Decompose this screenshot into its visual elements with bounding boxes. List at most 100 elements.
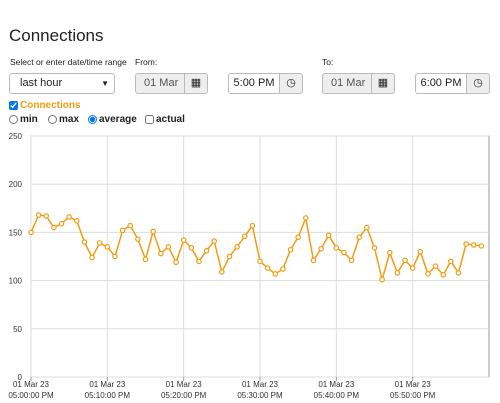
data-point: [35, 212, 42, 218]
mode-option[interactable]: actual: [145, 114, 185, 125]
mode-input[interactable]: [145, 115, 154, 124]
data-point: [478, 243, 485, 249]
data-point: [74, 218, 80, 224]
from-date-text: 01 Mar :: [144, 77, 179, 89]
data-point: [203, 247, 210, 254]
mode-label: min: [20, 114, 38, 125]
data-point: [272, 271, 279, 277]
mode-input[interactable]: [88, 115, 97, 124]
data-point: [318, 245, 324, 252]
data-point: [43, 213, 50, 219]
chart: 0 50 100 150 200 250 01 Mar 23 05:00:00 PM 01 Ma…: [8, 132, 490, 400]
y-tick-label: 50: [13, 325, 22, 334]
y-tick-label: 0: [18, 373, 23, 382]
series-toggle-label: Connections: [20, 100, 81, 111]
data-point: [119, 227, 126, 234]
y-tick-label: 250: [9, 132, 23, 141]
data-point: [440, 272, 447, 278]
data-point: [371, 245, 378, 251]
series-checkbox[interactable]: [9, 101, 18, 110]
from-date-button[interactable]: ▦: [184, 73, 208, 94]
data-point: [249, 222, 256, 229]
from-time-button[interactable]: ◷: [279, 73, 303, 94]
mode-input[interactable]: [9, 115, 18, 124]
data-point: [135, 236, 141, 242]
mode-option[interactable]: min: [9, 114, 38, 125]
data-point: [470, 242, 477, 248]
data-point: [348, 257, 355, 264]
x-tick-label: 01 Mar 23 05:30:00 PM: [237, 380, 283, 400]
data-point: [356, 234, 363, 241]
data-point: [241, 233, 248, 240]
to-time-button[interactable]: ◷: [466, 73, 490, 94]
x-tick-label: 01 Mar 23 05:00:00 PM: [8, 380, 54, 400]
mode-option[interactable]: average: [88, 114, 137, 125]
data-point: [425, 271, 431, 277]
series-toggle[interactable]: Connections: [9, 100, 81, 111]
preset-select[interactable]: last hour ▼: [9, 73, 115, 94]
data-point: [51, 224, 57, 231]
to-time-text: 6:00 PM: [420, 77, 462, 89]
x-tick-label: 01 Mar 23 05:20:00 PM: [161, 380, 207, 400]
data-point: [104, 244, 111, 250]
data-point: [310, 257, 317, 264]
data-point: [364, 224, 370, 231]
to-label: To:: [322, 57, 334, 67]
from-time[interactable]: 5:00 PM: [228, 73, 280, 94]
data-point: [257, 258, 263, 265]
from-label: From:: [135, 57, 158, 67]
data-point: [333, 245, 340, 251]
data-point: [66, 214, 72, 220]
data-point: [150, 228, 156, 235]
mode-option[interactable]: max: [48, 114, 79, 125]
to-date[interactable]: 01 Mar :: [322, 73, 372, 94]
mode-label: average: [99, 114, 137, 125]
data-point: [409, 265, 416, 271]
data-point: [157, 250, 164, 257]
y-tick-label: 200: [9, 180, 23, 189]
data-point: [211, 238, 218, 244]
data-point: [455, 270, 462, 276]
to-date-text: 01 Mar :: [331, 77, 366, 89]
data-point: [165, 244, 172, 250]
data-point: [81, 239, 88, 245]
data-point: [341, 249, 347, 256]
mode-label: actual: [156, 114, 185, 125]
x-tick-label: 01 Mar 23 05:50:00 PM: [390, 380, 436, 400]
data-point: [196, 258, 202, 265]
x-tick-label: 01 Mar 23 05:40:00 PM: [314, 380, 360, 400]
to-time[interactable]: 6:00 PM: [415, 73, 467, 94]
data-point: [432, 263, 439, 269]
range-label: Select or enter date/time range: [10, 57, 127, 67]
data-point: [295, 234, 301, 241]
data-point: [287, 246, 294, 253]
data-point: [180, 237, 187, 243]
x-tick-label: 01 Mar 23 05:10:00 PM: [85, 380, 131, 400]
page-title: Connections: [9, 26, 104, 45]
y-tick-label: 150: [9, 228, 23, 237]
data-point: [142, 256, 149, 263]
caret: ▼: [101, 79, 109, 88]
mode-input[interactable]: [48, 115, 57, 124]
to-date-button[interactable]: ▦: [371, 73, 395, 94]
data-point: [402, 257, 408, 264]
from-time-text: 5:00 PM: [233, 77, 275, 89]
data-point: [188, 245, 195, 251]
mode-label: max: [59, 114, 80, 125]
preset-value: last hour: [20, 77, 63, 89]
data-point: [28, 229, 34, 236]
data-point: [379, 276, 385, 283]
data-point: [417, 248, 424, 255]
data-point: [394, 270, 401, 276]
data-point: [325, 232, 332, 239]
data-point: [58, 220, 65, 227]
from-date[interactable]: 01 Mar :: [135, 73, 185, 94]
data-point: [219, 269, 225, 275]
data-point: [89, 254, 95, 261]
data-point: [302, 215, 309, 221]
data-point: [127, 222, 134, 229]
data-point: [112, 253, 118, 260]
y-tick-label: 100: [9, 277, 23, 286]
